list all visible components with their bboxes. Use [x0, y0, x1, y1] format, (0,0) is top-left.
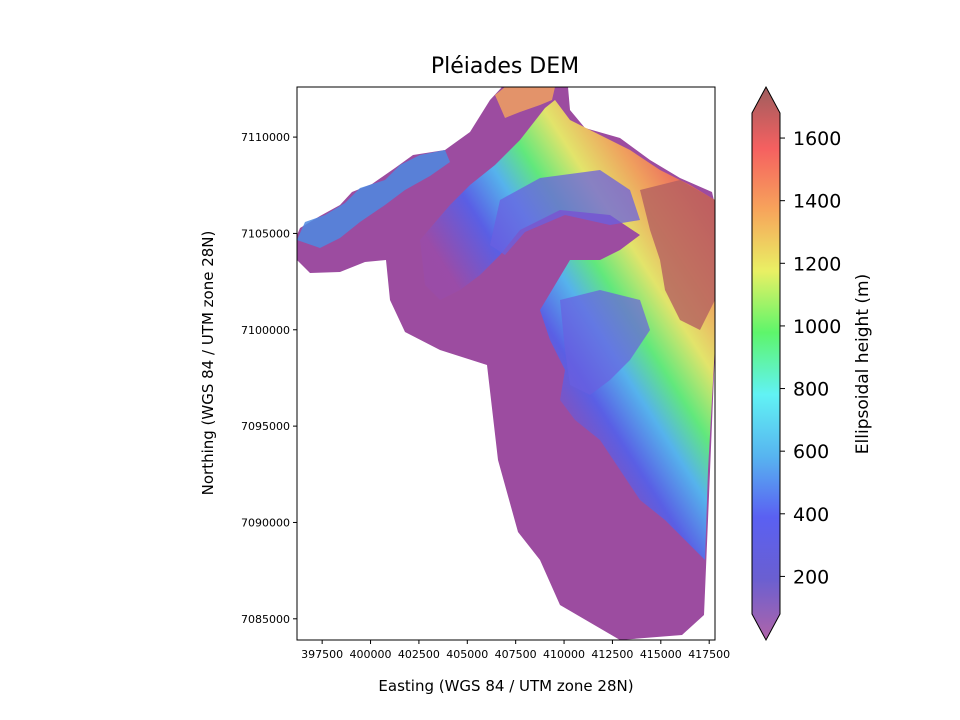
x-tick-label: 397500 [301, 648, 343, 661]
colorbar-tick-label: 200 [793, 566, 829, 588]
dem-east-massif [640, 180, 715, 330]
colorbar: 200 400 600 800 1000 1200 1400 1600 Ellipsoidal… [751, 85, 873, 642]
x-tick-label: 410000 [543, 648, 585, 661]
chart-title: Pléiades DEM [431, 54, 579, 79]
colorbar-tick-label: 800 [793, 379, 829, 401]
x-tick-label: 412500 [591, 648, 633, 661]
colorbar-body [751, 85, 781, 642]
x-tick-label: 407500 [495, 648, 537, 661]
colorbar-tick-label: 1400 [793, 191, 841, 213]
x-axis-ticks: 397500 400000 402500 405000 407500 410000 4125… [301, 640, 730, 661]
y-tick-label: 7090000 [241, 516, 290, 529]
colorbar-label: Ellipsoidal height (m) [853, 274, 873, 454]
colorbar-tick-label: 400 [793, 504, 829, 526]
y-tick-label: 7105000 [241, 227, 290, 240]
dem-northern-ridge [297, 150, 450, 248]
colorbar-tick-label: 1600 [793, 128, 841, 150]
y-tick-label: 7085000 [241, 613, 290, 626]
colorbar-ticks: 200 400 600 800 1000 1200 1400 1600 [780, 128, 841, 588]
dem-lower-valley [560, 290, 650, 395]
x-tick-label: 415000 [640, 648, 682, 661]
y-tick-label: 7110000 [241, 131, 290, 144]
colorbar-tick-label: 1200 [793, 253, 841, 275]
colorbar-tick-label: 1000 [793, 316, 841, 338]
dem-ridge-peak [495, 87, 555, 118]
colorbar-tick-label: 600 [793, 441, 829, 463]
axes-frame [296, 86, 716, 641]
y-axis-label: Northing (WGS 84 / UTM zone 28N) [199, 231, 217, 496]
y-tick-label: 7100000 [241, 324, 290, 337]
dem-lowland-fill [297, 87, 715, 640]
y-tick-label: 7095000 [241, 420, 290, 433]
x-tick-label: 400000 [350, 648, 392, 661]
x-axis-label: Easting (WGS 84 / UTM zone 28N) [378, 677, 633, 695]
y-axis-ticks: 7085000 7090000 7095000 7100000 7105000 71100… [241, 131, 297, 626]
dem-valley-floor [490, 170, 640, 255]
x-tick-label: 405000 [446, 648, 488, 661]
x-tick-label: 402500 [398, 648, 440, 661]
x-tick-label: 417500 [688, 648, 730, 661]
plot-area [297, 87, 715, 640]
